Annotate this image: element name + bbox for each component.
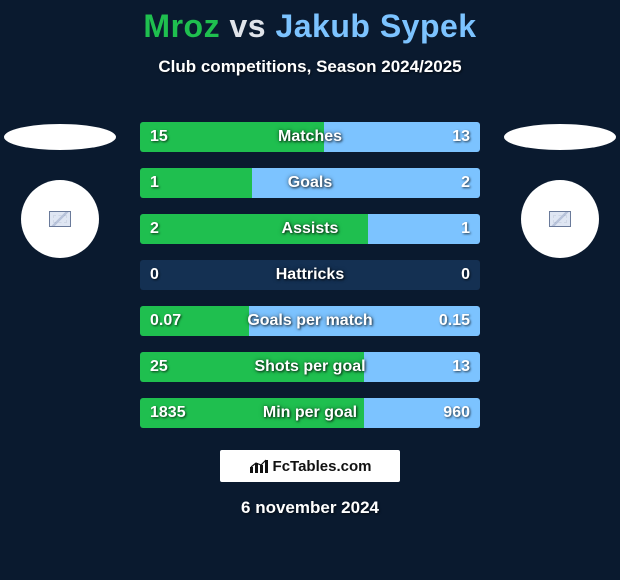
flag-icon (549, 211, 571, 227)
stat-row: 1513Matches (140, 122, 480, 152)
stat-row: 00Hattricks (140, 260, 480, 290)
stat-label: Goals (140, 168, 480, 198)
stat-row: 0.070.15Goals per match (140, 306, 480, 336)
vs-separator: vs (229, 8, 266, 44)
player-a-name: Mroz (143, 8, 220, 44)
player-b-flag-circle (521, 180, 599, 258)
stat-row: 1835960Min per goal (140, 398, 480, 428)
stat-row: 12Goals (140, 168, 480, 198)
stat-label: Assists (140, 214, 480, 244)
page-title: Mroz vs Jakub Sypek (0, 0, 620, 45)
footer-brand-badge: FcTables.com (220, 450, 400, 482)
bar-chart-icon (249, 458, 269, 474)
stats-bars: 1513Matches 12Goals 21Assists 00Hattricks 0.… (140, 122, 480, 444)
player-b-badge-ellipse (504, 124, 616, 150)
stat-label: Goals per match (140, 306, 480, 336)
stat-label: Shots per goal (140, 352, 480, 382)
stat-row: 2513Shots per goal (140, 352, 480, 382)
footer-date: 6 november 2024 (0, 498, 620, 518)
footer-brand-text: FcTables.com (273, 458, 372, 475)
player-a-badge-ellipse (4, 124, 116, 150)
player-a-flag-circle (21, 180, 99, 258)
stat-label: Hattricks (140, 260, 480, 290)
player-b-name: Jakub Sypek (275, 8, 476, 44)
flag-icon (49, 211, 71, 227)
stat-row: 21Assists (140, 214, 480, 244)
subtitle: Club competitions, Season 2024/2025 (0, 57, 620, 77)
stat-label: Matches (140, 122, 480, 152)
stat-label: Min per goal (140, 398, 480, 428)
